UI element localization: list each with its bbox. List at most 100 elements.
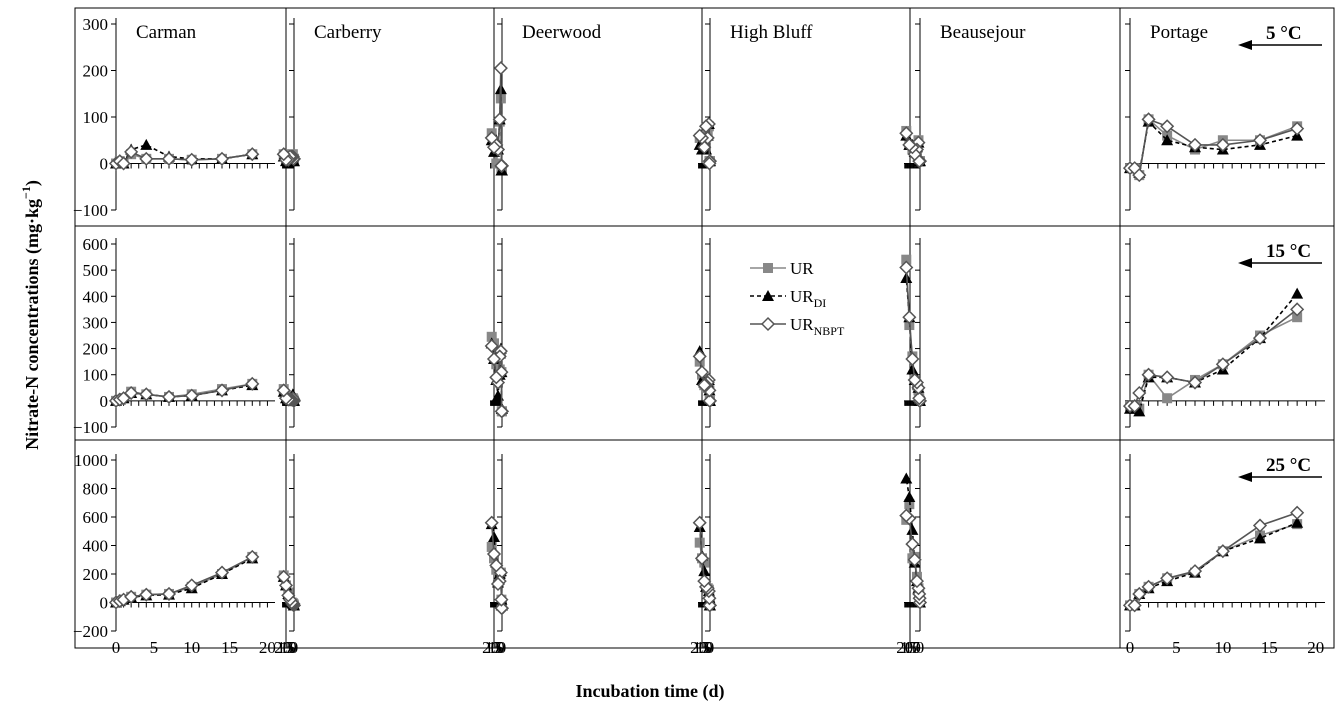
data-point-urnbpt [1127,399,1142,414]
data-point-urnbpt [214,151,230,166]
data-point-urnbpt [1160,571,1175,586]
data-point-urnbpt [1252,331,1268,346]
y-tick-label: 0 [100,155,109,174]
y-tick-label: 800 [83,480,109,499]
panel-beausejour-row-2 [899,225,1121,441]
data-point-urnbpt [1215,137,1230,152]
y-tick-label: 300 [83,313,109,332]
data-point-urdi [1161,134,1174,146]
y-axis-title-end: ) [22,180,43,186]
data-point-urnbpt [1290,505,1305,520]
data-point-urnbpt [1132,168,1147,183]
data-point-urnbpt [494,601,509,616]
x-tick-label: 0 [706,638,715,657]
data-point-urnbpt [694,551,710,566]
data-point-urdi [900,472,913,484]
site-label: Carberry [314,22,382,43]
data-point-urnbpt [1132,586,1147,602]
temperature-label: 5 °C [1266,23,1302,44]
legend-label-urdi: URDI [790,287,826,310]
data-point-urnbpt [184,152,199,167]
data-point-urnbpt [484,338,499,354]
data-point-urnbpt [912,391,927,406]
data-point-urnbpt [139,587,154,602]
y-tick-label: 0 [100,594,109,613]
data-point-urnbpt [905,351,920,367]
data-point-urnbpt [184,388,199,403]
data-point-urnbpt [494,158,509,173]
data-point-urnbpt [139,387,154,402]
series-line-urdi [1130,521,1298,607]
panel-border [909,225,1121,441]
panel-border [493,439,703,649]
panel-border [1119,439,1335,649]
data-point-urnbpt [1290,121,1305,136]
data-point-ur [486,331,497,342]
data-point-urnbpt [692,515,707,530]
legend-label-urnbpt: URNBPT [790,315,845,338]
x-tick-label: 10 [280,638,297,657]
panel-deerwood-row-1: Deerwood [484,7,703,227]
y-tick-label: 100 [83,108,109,127]
data-point-urnbpt [1290,302,1305,317]
data-point-ur [1162,393,1173,404]
data-point-urnbpt [276,147,291,162]
data-point-urnbpt [489,558,504,573]
series-line-urdi [1130,293,1298,413]
arrow-head-icon [1238,40,1252,50]
x-tick-label: 10 [904,638,921,657]
data-point-urnbpt [493,61,508,76]
data-point-urdi [906,523,919,535]
x-tick-label: 15 [221,638,238,657]
site-label: High Bluff [730,22,813,43]
panel-portage-row-3: 0 5 10 15 20 25 °C [1119,439,1335,657]
data-point-ur [486,541,497,552]
y-tick-label: 500 [83,261,109,280]
y-tick-label: 100 [83,366,109,385]
data-point-urnbpt [698,119,714,134]
data-point-urnbpt [1127,598,1142,613]
data-point-urnbpt [139,151,154,166]
panel-high-bluff-row-1: High Bluff [692,7,911,227]
data-point-urnbpt [490,576,506,592]
data-point-urnbpt [245,376,260,391]
data-point-urnbpt [486,546,502,562]
data-point-urdi [903,491,916,503]
y-tick-label: 1000 [74,451,108,470]
data-point-ur [901,254,912,265]
data-point-urnbpt [489,370,504,385]
data-point-urnbpt [902,137,917,152]
legend-marker-ur [763,263,773,273]
arrow-head-icon [1238,472,1252,482]
legend-subscript: DI [814,296,827,310]
data-point-urnbpt [494,592,509,607]
data-point-urnbpt [214,565,230,580]
panel-portage-row-2: 15 °C [1119,225,1335,441]
x-tick-label: 20 [1307,638,1324,657]
panel-carman-row-2: 600 500 400 300 200 100 0 −100 [73,225,287,441]
y-tick-label: 400 [83,537,109,556]
data-point-urnbpt [1187,564,1203,579]
data-point-urnbpt [1187,137,1203,152]
site-label: Carman [136,22,197,43]
data-point-urnbpt [692,349,707,364]
x-tick-label: 5 [495,638,504,657]
data-point-urnbpt [697,574,712,589]
data-point-ur [491,158,502,169]
y-tick-label: 600 [83,508,109,527]
x-tick-label: 15 [693,638,710,657]
x-tick-label: 10 [183,638,200,657]
x-tick-label: 20 [259,638,276,657]
data-point-urnbpt [484,515,499,530]
data-point-urnbpt [1252,133,1268,148]
data-point-urnbpt [1160,119,1175,134]
panel-carman-row-1: 300 200 100 0 −100 Carman [73,7,287,227]
data-point-urnbpt [907,552,922,567]
data-point-urnbpt [1187,375,1203,390]
y-axis-title-sup: −1 [19,186,33,199]
